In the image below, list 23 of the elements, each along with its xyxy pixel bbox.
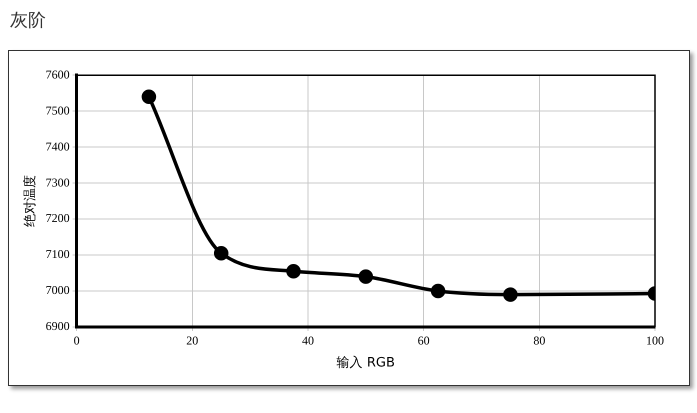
point xyxy=(286,264,301,278)
chart-title: 灰阶 xyxy=(10,9,47,32)
y-tick-label: 7500 xyxy=(46,103,70,118)
point xyxy=(214,246,228,261)
x-tick-label: 20 xyxy=(186,333,198,348)
y-tick-label: 6900 xyxy=(46,319,70,334)
y-tick-label: 7200 xyxy=(46,211,70,226)
x-tick-label: 100 xyxy=(646,333,664,348)
y-tick-label: 7300 xyxy=(46,175,70,190)
point xyxy=(430,284,446,298)
y-tick-label: 7400 xyxy=(46,139,70,154)
point xyxy=(358,269,374,284)
x-tick-label: 0 xyxy=(74,333,80,348)
x-tick-label: 60 xyxy=(418,333,430,348)
point xyxy=(503,287,518,302)
x-tick-label: 40 xyxy=(302,333,314,348)
y-tick-label: 7100 xyxy=(46,247,70,262)
y-axis-title: 绝对温度 xyxy=(22,175,38,228)
y-tick-label: 7600 xyxy=(46,67,70,82)
y-tick-label: 7000 xyxy=(46,283,70,298)
x-tick-label: 80 xyxy=(533,333,546,348)
x-axis-title: 输入 RGB xyxy=(336,356,395,371)
point xyxy=(142,90,156,104)
